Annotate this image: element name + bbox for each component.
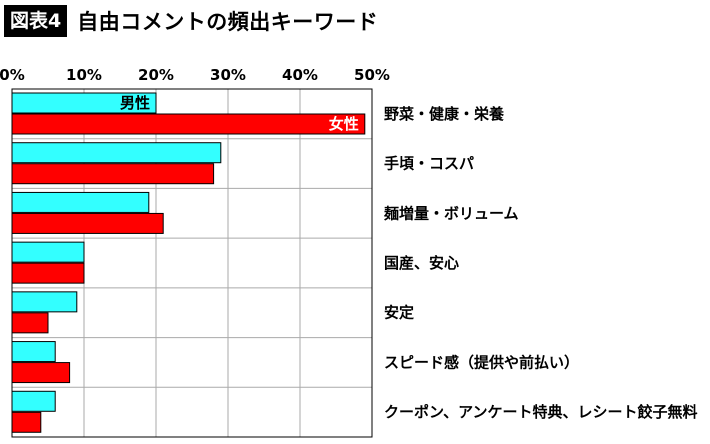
- bar-male: [11, 291, 78, 313]
- category-label: 国産、安心: [384, 254, 459, 272]
- bar-female: [11, 411, 42, 433]
- chart-title: 自由コメントの頻出キーワード: [77, 10, 379, 34]
- category-label: スピード感（提供や前払い）: [384, 353, 579, 371]
- bar-female: [11, 212, 164, 234]
- category-label: クーポン、アンケート特典、レシート餃子無料: [384, 403, 698, 421]
- bar-female: [11, 113, 366, 135]
- legend-label: 男性: [120, 94, 150, 112]
- category-label: 安定: [384, 304, 414, 322]
- legend-label: 女性: [329, 115, 359, 133]
- plot-frame: [11, 88, 373, 438]
- x-tick-label: 30%: [210, 66, 246, 84]
- figure-header: 図表4 自由コメントの頻出キーワード: [4, 4, 378, 38]
- bar-female: [11, 312, 49, 334]
- x-tick-label: 20%: [138, 66, 174, 84]
- bar-male: [11, 142, 222, 164]
- bar-male: [11, 191, 150, 213]
- figure-label: 図表4: [4, 5, 68, 37]
- bar-female: [11, 163, 215, 185]
- x-tick-label: 0%: [0, 66, 25, 84]
- x-tick-label: 40%: [282, 66, 318, 84]
- category-label: 手頃・コスパ: [384, 155, 474, 173]
- bar-female: [11, 362, 71, 384]
- x-tick-label: 10%: [66, 66, 102, 84]
- bar-male: [11, 241, 85, 263]
- bar-male: [11, 390, 56, 412]
- x-tick-label: 50%: [354, 66, 390, 84]
- bar-female: [11, 262, 85, 284]
- category-label: 野菜・健康・栄養: [384, 105, 505, 123]
- bar-male: [11, 341, 56, 363]
- category-label: 麺増量・ボリューム: [383, 204, 519, 222]
